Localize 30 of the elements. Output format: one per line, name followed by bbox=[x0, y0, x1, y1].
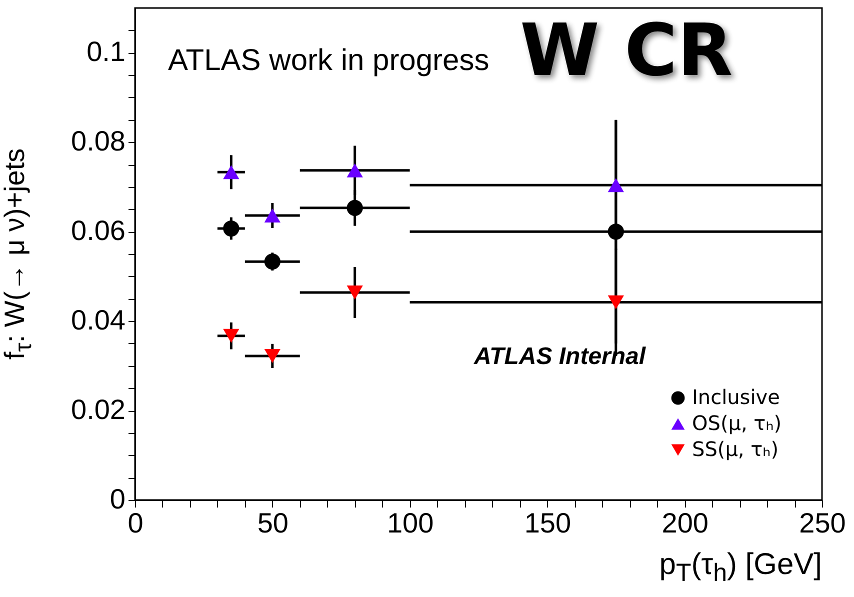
point bbox=[346, 285, 363, 300]
legend-label: OS(μ, τₕ) bbox=[692, 411, 782, 435]
x-axis-title: p$_{T}$(τ$_{h}$) [GeV] bbox=[659, 548, 822, 588]
y-tick-label: 0.06 bbox=[71, 215, 126, 246]
annotation: W CR bbox=[520, 8, 733, 92]
point bbox=[608, 178, 624, 192]
y-tick-label: 0 bbox=[110, 484, 126, 514]
point bbox=[264, 208, 280, 223]
x-tick-label: 50 bbox=[257, 508, 288, 538]
point bbox=[346, 163, 363, 178]
point bbox=[264, 254, 280, 270]
legend-label: SS(μ, τₕ) bbox=[692, 437, 779, 461]
point bbox=[223, 165, 240, 180]
point bbox=[346, 200, 363, 216]
x-tick-label: 200 bbox=[662, 508, 708, 538]
x-tick-label: 100 bbox=[386, 508, 434, 538]
point bbox=[608, 295, 624, 310]
y-tick-label: 0.02 bbox=[71, 394, 126, 426]
x-tick-label: 150 bbox=[524, 508, 572, 538]
point bbox=[608, 224, 624, 240]
y-tick-label: 0.1 bbox=[86, 36, 126, 68]
annotation: ATLAS work in progress bbox=[168, 44, 490, 78]
x-tick-label: 250 bbox=[799, 508, 846, 538]
y-tick-label: 0.04 bbox=[71, 304, 126, 336]
legend-label: Inclusive bbox=[692, 385, 780, 409]
point bbox=[223, 328, 240, 343]
annotation: ATLAS Internal bbox=[474, 343, 646, 371]
point bbox=[223, 220, 240, 237]
point bbox=[264, 348, 280, 363]
y-tick-label: 0.08 bbox=[71, 126, 126, 157]
